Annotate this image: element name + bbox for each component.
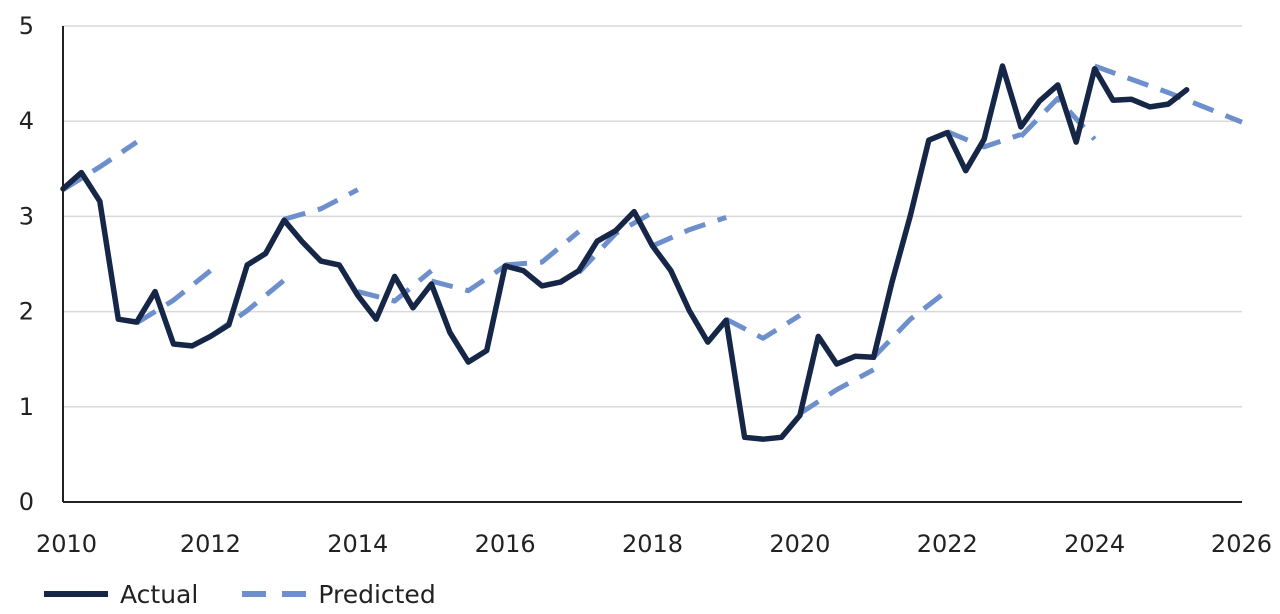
x-tick-label: 2026 [1211, 530, 1272, 558]
y-tick-label: 2 [19, 298, 34, 326]
series-lines [60, 63, 1243, 442]
predicted-series-line-10 [798, 367, 875, 416]
y-tick-label: 0 [19, 488, 34, 516]
predicted-series-line-0 [61, 140, 139, 192]
y-tick-label: 5 [19, 12, 34, 40]
legend-item-predicted: Predicted [242, 579, 436, 609]
predicted-series-line-9 [725, 313, 802, 341]
y-axis-tick-labels: 0 1 2 3 4 5 [19, 12, 34, 516]
legend-swatch-predicted [242, 591, 307, 597]
y-tick-label: 1 [19, 393, 34, 421]
predicted-series-line-3 [283, 187, 359, 222]
x-tick-label: 2018 [622, 530, 683, 558]
legend-label-predicted: Predicted [318, 579, 436, 609]
x-tick-label: 2014 [327, 530, 388, 558]
x-tick-label: 2022 [917, 530, 978, 558]
predicted-series-line-11 [871, 288, 949, 360]
gridlines [63, 25, 1242, 408]
predicted-series-line-12 [946, 129, 1022, 150]
legend-label-actual: Actual [120, 579, 199, 609]
predicted-series-line-6 [504, 229, 581, 268]
x-tick-label: 2020 [769, 530, 830, 558]
legend-item-actual: Actual [44, 580, 198, 609]
predicted-series-line-1 [135, 268, 212, 326]
predicted-series-line-14 [1093, 63, 1243, 125]
legend-swatch-actual [44, 591, 108, 597]
y-tick-label: 3 [19, 202, 34, 230]
actual-series-line-0 [60, 63, 1190, 442]
predicted-series-line-4 [357, 268, 433, 304]
y-tick-label: 4 [19, 107, 34, 135]
x-tick-label: 2016 [475, 530, 536, 558]
x-tick-label: 2010 [36, 530, 97, 558]
legend: Actual Predicted [44, 574, 436, 614]
predicted-series-line-8 [651, 215, 727, 249]
x-tick-label: 2012 [180, 530, 241, 558]
x-axis-tick-labels: 2010 2012 2014 2016 2018 2020 2022 2024 2026 [36, 530, 1272, 558]
predicted-series-line-5 [430, 263, 507, 294]
x-tick-label: 2024 [1064, 530, 1125, 558]
